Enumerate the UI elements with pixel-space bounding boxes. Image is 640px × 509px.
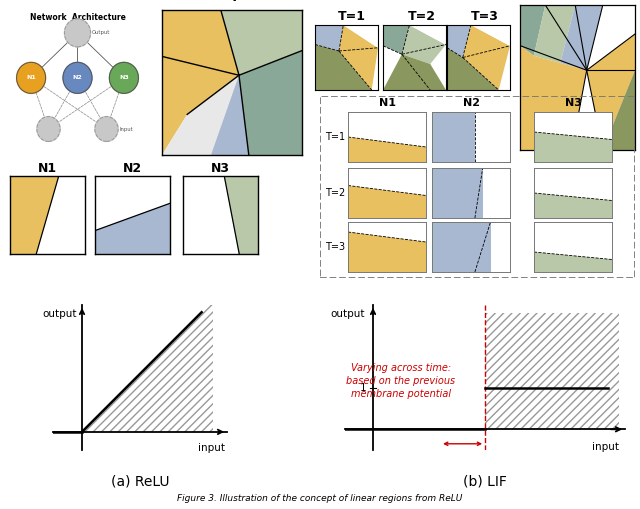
Polygon shape — [463, 25, 510, 90]
Text: T=3: T=3 — [325, 242, 345, 252]
Polygon shape — [560, 5, 603, 70]
Polygon shape — [82, 301, 212, 432]
Polygon shape — [534, 222, 612, 260]
Circle shape — [37, 117, 60, 142]
Polygon shape — [162, 10, 239, 155]
Polygon shape — [315, 25, 343, 51]
Text: N3: N3 — [564, 98, 581, 108]
Polygon shape — [485, 313, 620, 429]
Text: N2: N2 — [123, 161, 142, 175]
Polygon shape — [315, 44, 372, 90]
Polygon shape — [432, 222, 490, 272]
Text: Varying across time:
based on the previous
membrane potential: Varying across time: based on the previo… — [346, 363, 456, 400]
Text: input: input — [593, 442, 620, 451]
Text: Output: Output — [205, 0, 259, 2]
Polygon shape — [432, 168, 483, 218]
Text: input: input — [198, 443, 225, 453]
Polygon shape — [410, 25, 446, 44]
Circle shape — [63, 62, 92, 93]
Polygon shape — [520, 5, 545, 56]
Polygon shape — [383, 25, 410, 54]
Polygon shape — [490, 222, 510, 272]
Polygon shape — [348, 222, 426, 242]
Text: T=3: T=3 — [471, 10, 499, 22]
Polygon shape — [587, 34, 635, 150]
Polygon shape — [162, 75, 249, 155]
Text: Input: Input — [120, 127, 133, 131]
Polygon shape — [348, 137, 426, 162]
Polygon shape — [183, 176, 239, 254]
Polygon shape — [339, 25, 378, 90]
Polygon shape — [343, 25, 378, 48]
Polygon shape — [348, 112, 426, 147]
Polygon shape — [587, 5, 635, 70]
Text: N3: N3 — [211, 161, 230, 175]
Polygon shape — [348, 185, 426, 218]
Text: 1: 1 — [360, 383, 366, 393]
Text: T=2: T=2 — [408, 10, 436, 22]
Text: N2: N2 — [72, 75, 83, 80]
Text: N1: N1 — [26, 75, 36, 80]
Polygon shape — [534, 112, 612, 139]
Polygon shape — [471, 25, 510, 46]
Text: N1: N1 — [378, 98, 396, 108]
Polygon shape — [402, 25, 446, 64]
Polygon shape — [447, 25, 471, 58]
Polygon shape — [534, 132, 612, 162]
Polygon shape — [383, 54, 446, 90]
Polygon shape — [447, 48, 499, 90]
Polygon shape — [239, 50, 302, 155]
Text: (b) LIF: (b) LIF — [463, 475, 507, 489]
Polygon shape — [10, 176, 59, 254]
Polygon shape — [534, 5, 575, 63]
Text: N3: N3 — [119, 75, 129, 80]
Text: Figure 3. Illustration of the concept of linear regions from ReLU: Figure 3. Illustration of the concept of… — [177, 494, 463, 503]
Polygon shape — [483, 168, 510, 218]
Polygon shape — [475, 112, 510, 162]
Circle shape — [95, 117, 118, 142]
Polygon shape — [221, 10, 302, 75]
Polygon shape — [520, 46, 587, 150]
Polygon shape — [534, 168, 612, 201]
Text: N1: N1 — [38, 161, 57, 175]
Text: output: output — [330, 309, 365, 319]
Circle shape — [17, 62, 45, 93]
Polygon shape — [520, 70, 635, 150]
Circle shape — [109, 62, 138, 93]
Polygon shape — [211, 75, 249, 155]
Text: output: output — [42, 308, 77, 319]
Polygon shape — [534, 193, 612, 218]
Text: T=1: T=1 — [338, 10, 366, 22]
Polygon shape — [432, 112, 475, 162]
Text: N2: N2 — [463, 98, 479, 108]
Text: Network  Architecture: Network Architecture — [29, 13, 125, 22]
Circle shape — [65, 19, 90, 47]
Polygon shape — [224, 176, 258, 254]
Text: T=1: T=1 — [325, 132, 345, 142]
FancyBboxPatch shape — [4, 4, 152, 161]
Text: T=2: T=2 — [324, 188, 345, 198]
Polygon shape — [348, 168, 426, 195]
Polygon shape — [95, 176, 170, 231]
Polygon shape — [95, 203, 170, 254]
Polygon shape — [348, 232, 426, 272]
Polygon shape — [36, 176, 85, 254]
Text: (a) ReLU: (a) ReLU — [111, 475, 169, 489]
Polygon shape — [534, 252, 612, 272]
Text: Output: Output — [92, 31, 110, 36]
